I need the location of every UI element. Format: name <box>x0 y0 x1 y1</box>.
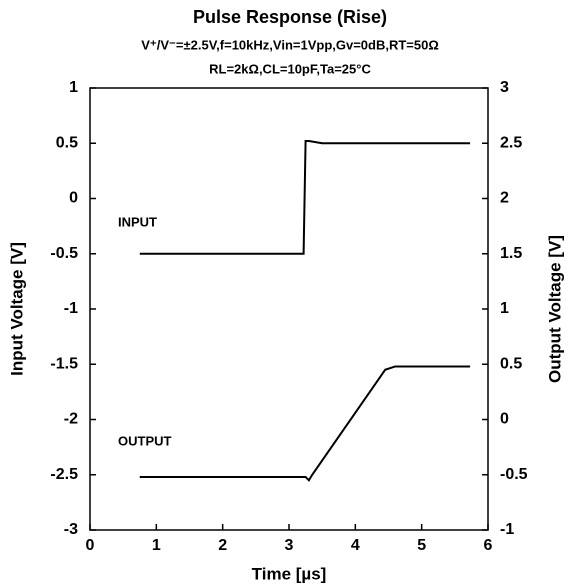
y2-axis-label: Output Voltage [V] <box>545 235 564 383</box>
y-tick-label: -2 <box>64 411 78 428</box>
y-axis-label: Input Voltage [V] <box>7 242 26 376</box>
y2-tick-label: -1 <box>500 521 514 538</box>
y-tick-label: -1 <box>64 300 78 317</box>
plot-frame <box>89 87 489 531</box>
y2-tick-label: 1 <box>500 300 509 317</box>
x-tick-label: 5 <box>417 537 426 554</box>
y2-tick-label: 2.5 <box>500 134 522 151</box>
y-tick-label: -3 <box>64 521 78 538</box>
x-axis-label: Time [µs] <box>252 564 327 583</box>
y-tick-label: 0 <box>69 190 78 207</box>
annotation: INPUT <box>118 214 157 229</box>
y-tick-label: -0.5 <box>50 245 78 262</box>
annotation: OUTPUT <box>118 433 172 448</box>
series-line <box>139 365 471 482</box>
x-tick-label: 4 <box>351 537 360 554</box>
x-tick-label: 3 <box>285 537 294 554</box>
x-tick-label: 0 <box>86 537 95 554</box>
y2-tick-label: 3 <box>500 79 509 96</box>
x-tick-label: 6 <box>484 537 493 554</box>
y2-tick-label: -0.5 <box>500 466 528 483</box>
x-tick-label: 1 <box>152 537 161 554</box>
y2-tick-label: 0.5 <box>500 355 522 372</box>
y2-tick-label: 2 <box>500 190 509 207</box>
y-tick-label: -2.5 <box>50 466 78 483</box>
chart-title: Pulse Response (Rise) <box>193 7 387 27</box>
x-tick-label: 2 <box>218 537 227 554</box>
chart-subtitle: V⁺/V⁻=±2.5V,f=10kHz,Vin=1Vpp,Gv=0dB,RT=5… <box>141 37 439 52</box>
y2-tick-label: 1.5 <box>500 245 522 262</box>
y-tick-label: 1 <box>69 79 78 96</box>
chart-subtitle: RL=2kΩ,CL=10pF,Ta=25°C <box>209 61 371 76</box>
series-line <box>139 140 471 255</box>
y2-tick-label: 0 <box>500 411 509 428</box>
y-tick-label: 0.5 <box>56 134 78 151</box>
y-tick-label: -1.5 <box>50 355 78 372</box>
